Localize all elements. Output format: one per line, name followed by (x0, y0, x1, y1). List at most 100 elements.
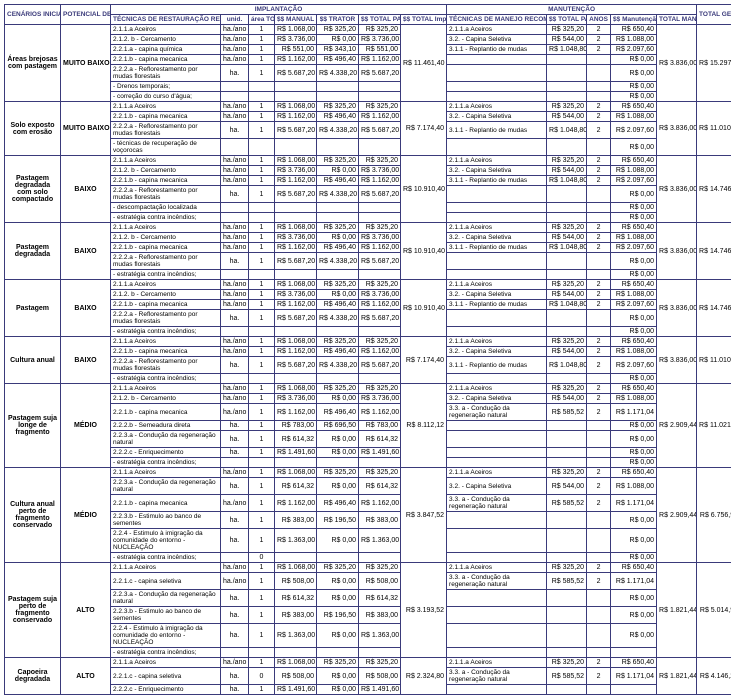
cell-partial (359, 553, 401, 563)
cell-area: 1 (249, 166, 275, 176)
cell-partial: R$ 1.162,00 (359, 55, 401, 65)
table-row: 2.2.3.b - Estimulo ao banco de sementesh… (5, 512, 731, 529)
cell-area: 1 (249, 102, 275, 112)
cell-maint-tech (447, 270, 547, 280)
cell-partial: R$ 1.162,00 (359, 300, 401, 310)
cell-years (587, 65, 611, 82)
table-row: 2.1.2. b - Cercamentoha./ano1R$ 3.736,00… (5, 233, 731, 243)
cell-maint-tech (447, 448, 547, 458)
cell-area: 0 (249, 553, 275, 563)
cell-years: 2 (587, 337, 611, 347)
cell-partial: R$ 325,20 (359, 384, 401, 394)
cell-maint-partial: R$ 544,00 (547, 347, 587, 357)
cell-maint-tech: 3.1.1 - Replantio de mudas (447, 45, 547, 55)
cell-scenario: Cultura anual perto de fragmento conserv… (5, 468, 61, 563)
cell-maint-total: R$ 650,40 (611, 384, 657, 394)
cell-grand-total: R$ 14.746,40 (697, 280, 731, 337)
cell-maint-partial (547, 512, 587, 529)
table-row: PastagemBAIXO2.1.1.a Aceirosha./ano1R$ 1… (5, 280, 731, 290)
cell-manual: R$ 1.162,00 (275, 347, 317, 357)
cell-partial: R$ 383,00 (359, 607, 401, 624)
cell-unit: ha./ano (221, 300, 249, 310)
cell-area: 1 (249, 590, 275, 607)
cell-maint-tech: 3.1.1 - Replantio de mudas (447, 300, 547, 310)
cell-tractor (317, 82, 359, 92)
cell-years: 2 (587, 156, 611, 166)
cell-technique: - Drenos temporais; (111, 82, 221, 92)
cell-tractor: R$ 496,40 (317, 176, 359, 186)
cell-potential: BAIXO (61, 223, 111, 280)
cell-manual: R$ 5.687,20 (275, 65, 317, 82)
cell-unit: ha./ano (221, 45, 249, 55)
cell-tractor (317, 648, 359, 658)
cell-area: 1 (249, 65, 275, 82)
cell-tractor: R$ 325,20 (317, 384, 359, 394)
cell-scenario: Pastagem degradada (5, 223, 61, 280)
cell-tractor: R$ 0,00 (317, 685, 359, 695)
cell-potential: BAIXO (61, 156, 111, 223)
cell-manual: R$ 5.687,20 (275, 122, 317, 139)
cell-maint-tech (447, 421, 547, 431)
table-row: 2.2.1.c - capina seletivaha./ano1R$ 508,… (5, 573, 731, 590)
cell-manual: R$ 1.068,00 (275, 280, 317, 290)
cell-maint-total: R$ 0,00 (611, 55, 657, 65)
cell-maint-partial: R$ 585,52 (547, 668, 587, 685)
cell-partial: R$ 325,20 (359, 25, 401, 35)
cell-unit: ha. (221, 478, 249, 495)
cell-maint-total: R$ 0,00 (611, 139, 657, 156)
cell-manual: R$ 614,32 (275, 431, 317, 448)
cell-unit: ha. (221, 310, 249, 327)
cell-maint-tech: 3.3. a - Condução da regeneração natural (447, 404, 547, 421)
cell-years (587, 139, 611, 156)
cell-manual: R$ 1.491,60 (275, 685, 317, 695)
table-row: Áreas brejosas com pastagemMUITO BAIXO2.… (5, 25, 731, 35)
cell-maint-total: R$ 0,00 (611, 607, 657, 624)
cell-unit: ha. (221, 122, 249, 139)
cell-manual: R$ 1.068,00 (275, 156, 317, 166)
cell-maint-tech: 2.1.1.a Aceiros (447, 658, 547, 668)
cell-manual: R$ 783,00 (275, 421, 317, 431)
cell-scenario: Áreas brejosas com pastagem (5, 25, 61, 102)
cell-maint-partial (547, 648, 587, 658)
cell-maint-tech: 3.3. a - Condução da regeneração natural (447, 573, 547, 590)
cell-years (587, 624, 611, 648)
cell-manual (275, 139, 317, 156)
table-row: 2.2.1.b - capina mecanicaha./ano1R$ 1.16… (5, 243, 731, 253)
cell-tractor: R$ 0,00 (317, 233, 359, 243)
cell-maint-partial: R$ 544,00 (547, 290, 587, 300)
cell-unit: ha. (221, 253, 249, 270)
cell-years (587, 55, 611, 65)
cell-maint-tech (447, 139, 547, 156)
hdr-area: área TOTAL (HA) (249, 15, 275, 25)
cell-maint-partial (547, 270, 587, 280)
cell-partial: R$ 5.687,20 (359, 65, 401, 82)
cell-years: 2 (587, 478, 611, 495)
cell-technique: 2.2.2.c - Enriquecimento (111, 448, 221, 458)
cell-tractor: R$ 0,00 (317, 448, 359, 458)
cost-table: CENÁRIOS INICIAIS POTENCIAL DE AUTO-RECU… (4, 4, 731, 695)
cell-grand-total: R$ 11.021,56 (697, 384, 731, 468)
cell-maint-tech: 2.1.1.a Aceiros (447, 156, 547, 166)
cell-manual (275, 270, 317, 280)
cell-unit: ha./ano (221, 573, 249, 590)
cell-manual: R$ 551,00 (275, 45, 317, 55)
cell-unit: ha./ano (221, 290, 249, 300)
cell-tractor (317, 374, 359, 384)
cell-years (587, 607, 611, 624)
cell-manual (275, 458, 317, 468)
cell-technique: 2.2.1.b - capina mecanica (111, 55, 221, 65)
cell-technique: 2.1.1.a Aceiros (111, 280, 221, 290)
cell-maint-tech (447, 92, 547, 102)
table-row: - estratégia contra incêndios;R$ 0,00 (5, 327, 731, 337)
cell-maint-tech (447, 529, 547, 553)
cell-potential: ALTO (61, 658, 111, 695)
cell-maint-tech: 3.2. - Capina Seletiva (447, 290, 547, 300)
cell-maint-tech: 3.1.1 - Replantio de mudas (447, 176, 547, 186)
cell-maint-partial (547, 213, 587, 223)
cell-partial (359, 92, 401, 102)
cell-maint-tech (447, 186, 547, 203)
cell-maint-total: R$ 0,00 (611, 186, 657, 203)
cell-partial: R$ 1.162,00 (359, 404, 401, 421)
cell-years (587, 685, 611, 695)
cell-tractor: R$ 4.338,20 (317, 310, 359, 327)
